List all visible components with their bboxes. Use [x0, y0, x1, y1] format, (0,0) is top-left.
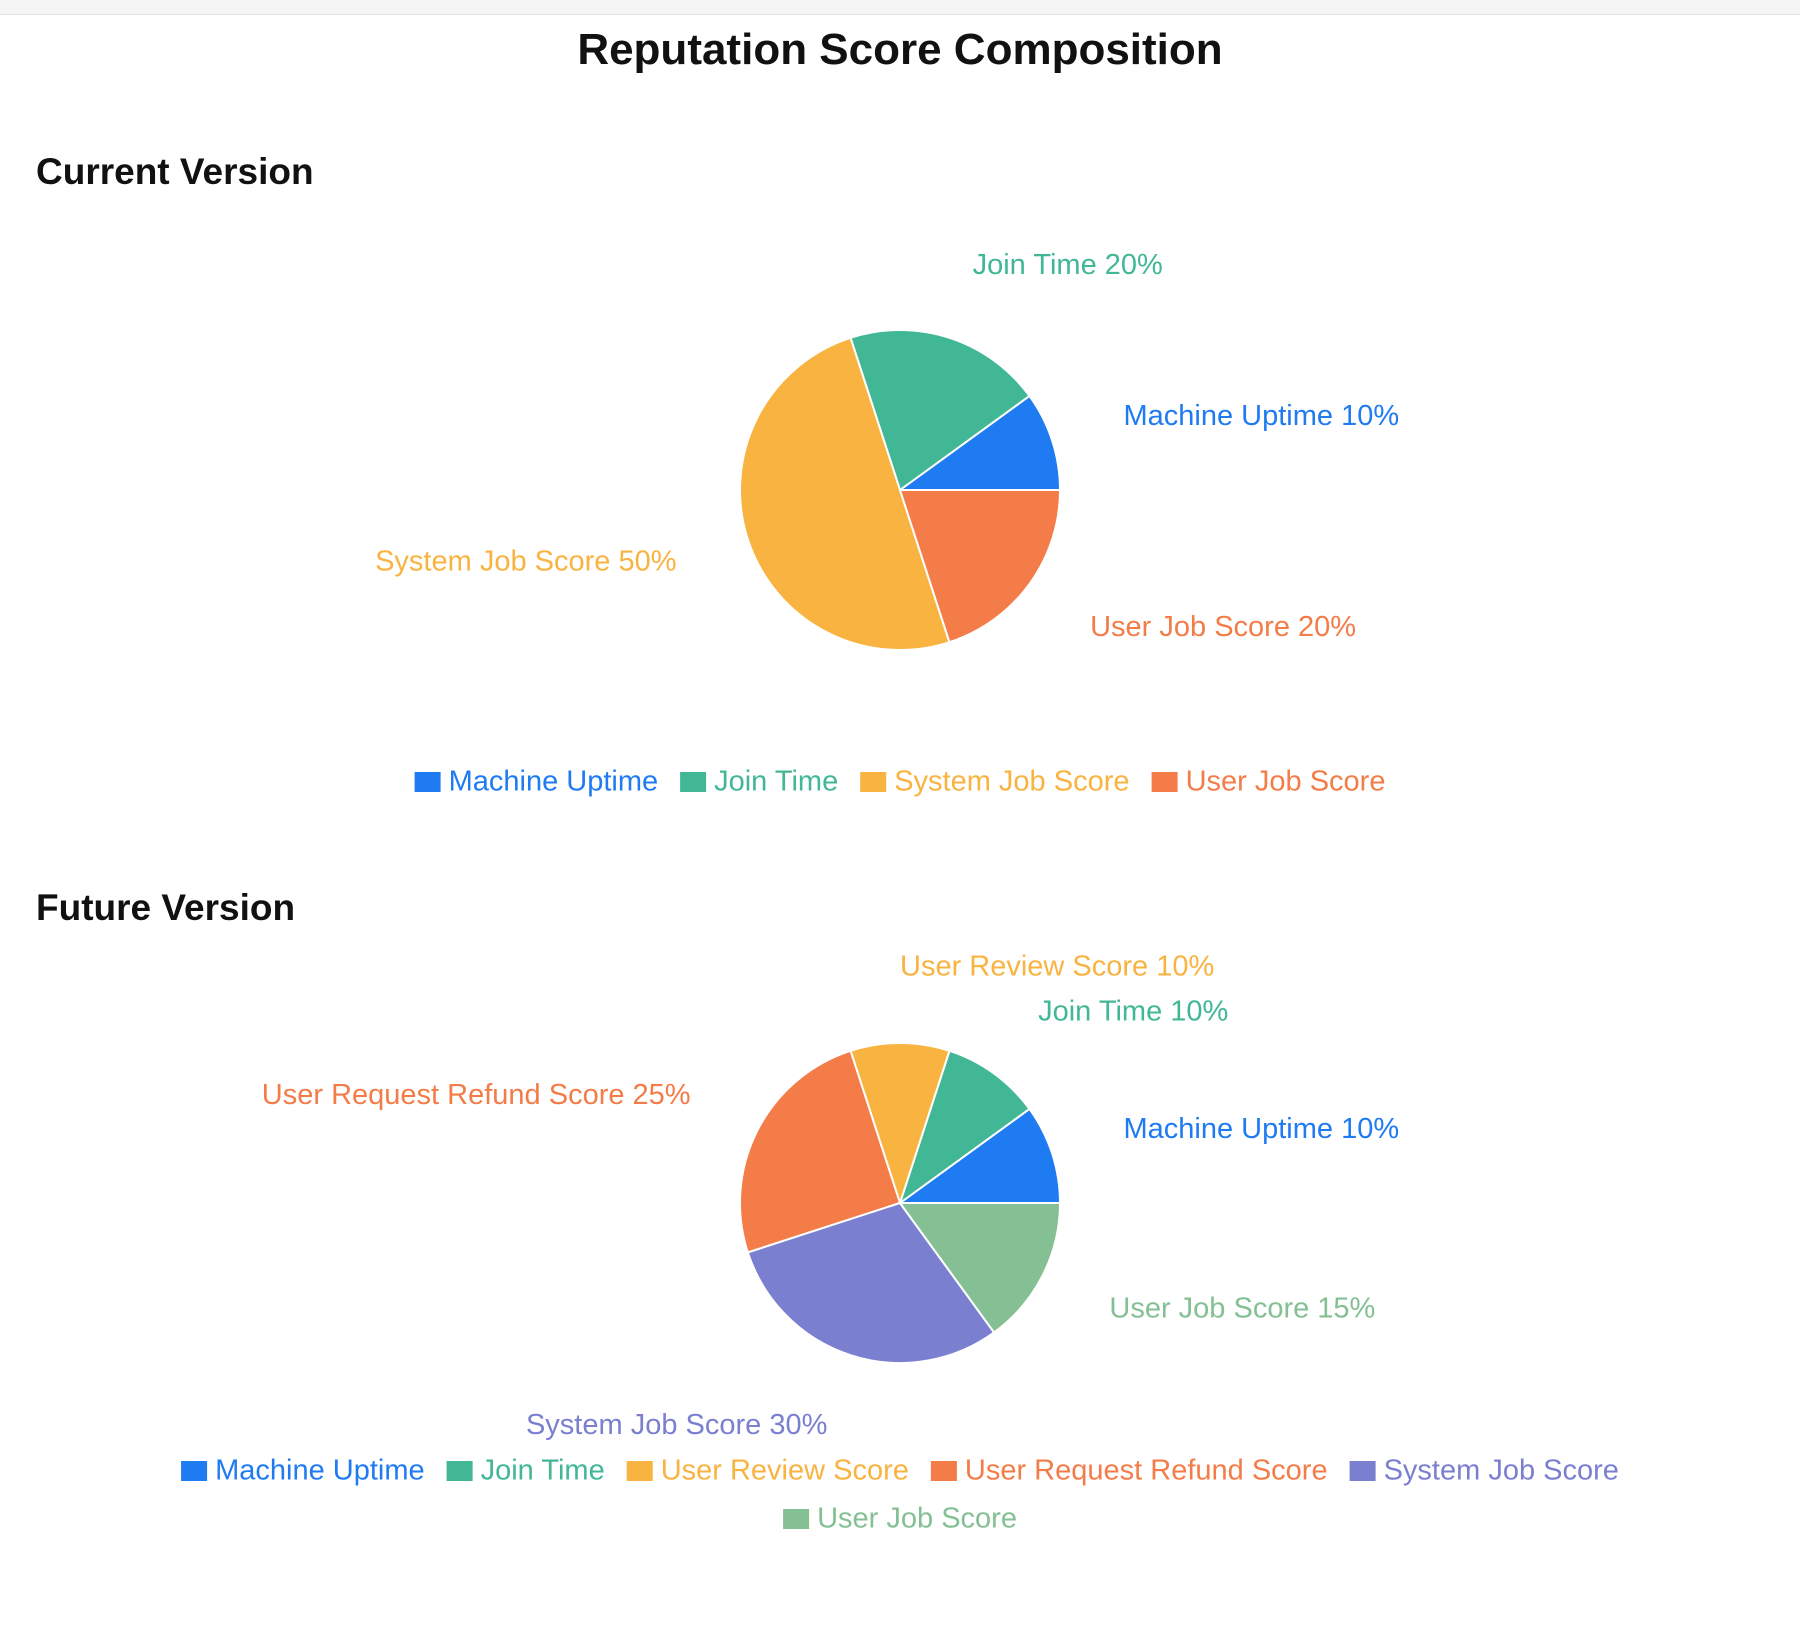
legend-item-system-job-score: System Job Score — [1349, 1455, 1619, 1487]
pie-slice-user-job-score — [898, 489, 1062, 644]
pie-slice-user-job-score — [898, 1202, 1062, 1334]
browser-top-bar — [0, 0, 1800, 15]
legend-item-system-job-score: System Job Score — [860, 766, 1130, 798]
slice-label-machine-uptime: Machine Uptime 10% — [1124, 400, 1400, 432]
slice-label-machine-uptime: Machine Uptime 10% — [1124, 1113, 1400, 1145]
legend-label: Machine Uptime — [215, 1455, 425, 1487]
slice-label-user-request-refund-score: User Request Refund Score 25% — [262, 1079, 691, 1111]
slice-label-join-time: Join Time 10% — [1038, 996, 1228, 1028]
legend-label: Machine Uptime — [449, 766, 659, 798]
legend-label: User Job Score — [817, 1503, 1017, 1535]
future-version-pie-chart: Machine Uptime 10% Join Time 10% User Revi… — [181, 951, 1619, 1535]
slice-label-user-job-score: User Job Score 20% — [1090, 611, 1356, 643]
legend-swatch — [181, 1461, 208, 1481]
pie-slice-system-job-score — [746, 1201, 996, 1364]
legend-swatch — [860, 772, 887, 792]
slice-label-user-job-score: User Job Score 15% — [1109, 1292, 1375, 1324]
legend-swatch — [626, 1461, 653, 1481]
legend-swatch — [446, 1461, 473, 1481]
pie-slice-machine-uptime — [896, 1107, 1062, 1204]
legend-label: User Job Score — [1186, 766, 1386, 798]
current-version-pie-chart: Machine Uptime 10% Join Time 20% System Jo… — [375, 249, 1400, 798]
legend-swatch — [1349, 1461, 1376, 1481]
pie-slice-join-time — [898, 1049, 1031, 1206]
legend-label: User Review Score — [661, 1455, 909, 1487]
legend-swatch — [783, 1509, 810, 1529]
legend-label: System Job Score — [894, 766, 1129, 798]
legend-item-user-job-score: User Job Score — [783, 1503, 1017, 1535]
legend-item-machine-uptime: Machine Uptime — [414, 766, 659, 798]
legend-swatch — [414, 772, 441, 792]
legend-label: Join Time — [714, 766, 838, 798]
legend-item-join-time: Join Time — [446, 1455, 605, 1487]
legend-label: System Job Score — [1384, 1455, 1619, 1487]
legend-label: User Request Refund Score — [965, 1455, 1328, 1487]
page-title: Reputation Score Composition — [577, 25, 1223, 74]
legend-swatch — [680, 772, 707, 792]
pie-slice-user-review-score — [849, 1042, 951, 1207]
slice-label-join-time: Join Time 20% — [973, 249, 1163, 281]
pie-slice-system-job-score — [739, 336, 951, 651]
slice-label-system-job-score: System Job Score 50% — [375, 545, 676, 577]
legend-item-join-time: Join Time — [680, 766, 838, 798]
legend-label: Join Time — [481, 1455, 605, 1487]
pie-slice-join-time — [849, 329, 1031, 492]
legend-item-user-job-score: User Job Score — [1151, 766, 1386, 798]
current-version-title: Current Version — [36, 151, 314, 192]
future-version-title: Future Version — [36, 887, 296, 928]
legend-item-user-review-score: User Review Score — [626, 1455, 909, 1487]
legend-swatch — [1151, 772, 1178, 792]
slice-label-user-review-score: User Review Score 10% — [900, 951, 1214, 983]
legend-item-user-request-refund-score: User Request Refund Score — [930, 1455, 1328, 1487]
pie-slice-machine-uptime — [896, 394, 1062, 491]
slice-label-system-job-score: System Job Score 30% — [526, 1409, 827, 1441]
legend-swatch — [930, 1461, 957, 1481]
pie-slice-user-request-refund-score — [739, 1049, 902, 1254]
legend-item-machine-uptime: Machine Uptime — [181, 1455, 425, 1487]
